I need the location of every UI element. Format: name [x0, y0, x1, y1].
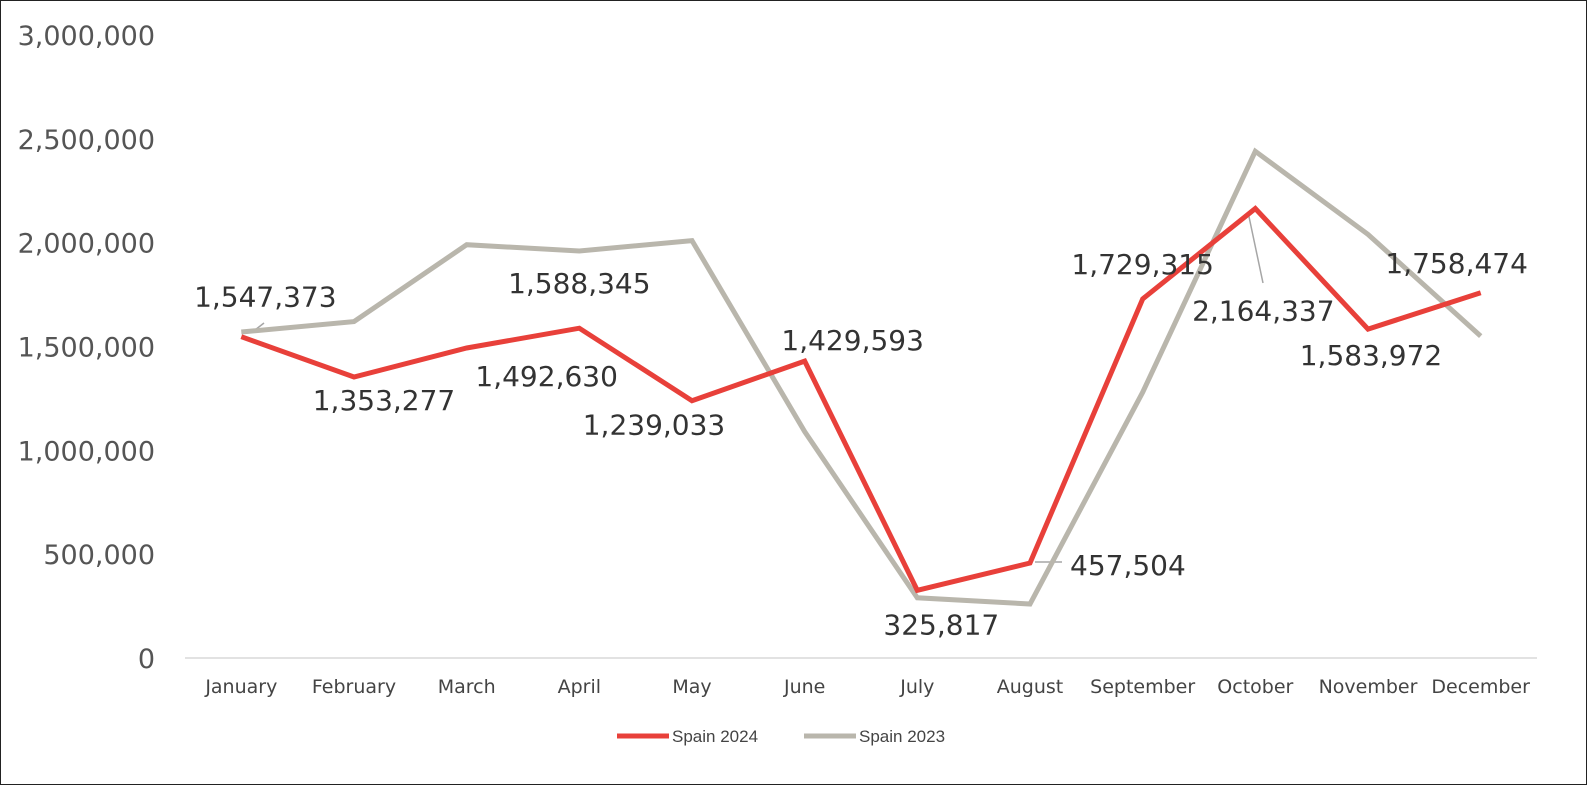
y-tick-label: 0	[138, 644, 155, 675]
series-line-spain-2024	[240, 205, 1482, 594]
data-label: 325,817	[883, 608, 999, 641]
data-label: 1,429,593	[781, 324, 924, 357]
y-axis: 0 500,000 1,000,000 1,500,000 2,000,000 2,500…	[18, 21, 155, 675]
x-axis: January February March April May June July Augu…	[204, 676, 1530, 698]
legend-label: Spain 2023	[859, 727, 945, 746]
series-line-spain-2023	[241, 147, 1483, 607]
x-tick-label: April	[558, 676, 601, 698]
legend: Spain 2024 Spain 2023	[617, 727, 945, 746]
data-label: 1,588,345	[508, 267, 651, 300]
x-tick-label: January	[204, 676, 277, 698]
y-tick-label: 1,500,000	[18, 333, 155, 364]
x-tick-label: December	[1431, 676, 1530, 698]
data-label: 1,239,033	[583, 409, 726, 442]
x-tick-label: November	[1319, 676, 1418, 698]
data-label: 1,729,315	[1071, 248, 1214, 281]
x-tick-label: February	[312, 676, 396, 698]
data-label: 1,353,277	[313, 384, 456, 417]
legend-label: Spain 2024	[672, 727, 758, 746]
y-tick-label: 1,000,000	[18, 436, 155, 467]
data-label: 1,492,630	[475, 360, 618, 393]
x-tick-label: March	[438, 676, 496, 698]
x-tick-label: May	[672, 676, 711, 698]
y-tick-label: 2,000,000	[18, 229, 155, 260]
data-labels: 1,547,373 1,353,277 1,492,630 1,588,345 1,23…	[194, 247, 1528, 642]
x-tick-label: June	[783, 676, 825, 698]
data-label: 1,583,972	[1300, 339, 1443, 372]
x-tick-label: September	[1090, 676, 1195, 698]
y-tick-label: 3,000,000	[18, 21, 155, 52]
x-tick-label: October	[1217, 676, 1293, 698]
series-layer	[240, 147, 1483, 607]
data-label: 2,164,337	[1192, 295, 1335, 328]
data-label: 457,504	[1070, 549, 1186, 582]
x-tick-label: July	[899, 676, 934, 698]
y-tick-label: 2,500,000	[18, 125, 155, 156]
data-label: 1,758,474	[1385, 247, 1528, 280]
data-label: 1,547,373	[194, 281, 337, 314]
leader-line	[1247, 211, 1264, 284]
x-tick-label: August	[997, 676, 1064, 698]
y-tick-label: 500,000	[43, 540, 155, 571]
